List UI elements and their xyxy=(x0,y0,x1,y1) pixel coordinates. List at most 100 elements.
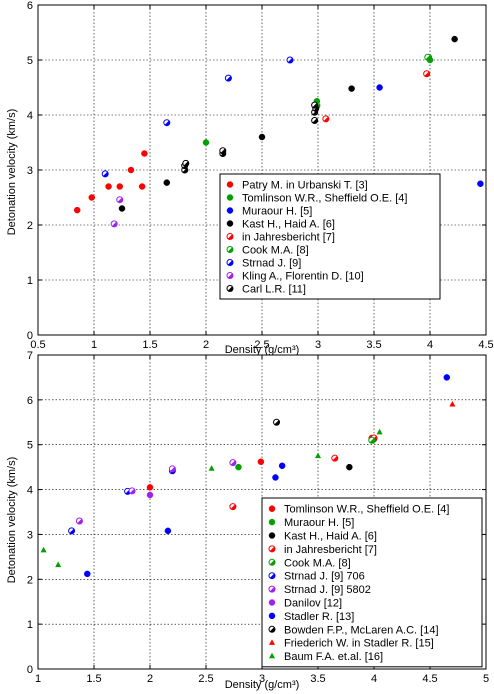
data-point xyxy=(116,196,124,204)
data-point xyxy=(105,183,112,190)
data-point xyxy=(449,400,456,407)
legend-label: Baum F.A. et.al. [16] xyxy=(284,651,383,663)
plot-frame xyxy=(37,4,487,336)
data-point xyxy=(368,436,376,444)
legend-marker xyxy=(226,233,234,240)
data-point xyxy=(443,374,451,381)
data-point xyxy=(128,487,136,495)
data-point xyxy=(208,465,215,471)
legend-label: Strnad J. [9] xyxy=(242,258,301,270)
data-point xyxy=(376,428,383,435)
data-point xyxy=(229,459,237,467)
legend-label: Carl L.R. [11] xyxy=(242,284,306,296)
chart-bottom-points xyxy=(40,374,456,578)
legend-marker xyxy=(226,272,234,279)
legend-marker xyxy=(226,246,234,253)
legend-label: Strnad J. [9] 706 xyxy=(284,571,365,583)
legend-marker xyxy=(226,220,234,227)
legend-label: Danilov [12] xyxy=(284,598,342,610)
data-point xyxy=(164,527,172,535)
data-point xyxy=(423,70,431,78)
legend-marker xyxy=(226,181,234,188)
y-tick-label: 2 xyxy=(27,220,33,232)
data-point xyxy=(146,484,154,491)
x-tick-label: 4.5 xyxy=(422,673,437,685)
legend-marker xyxy=(226,259,234,266)
data-point xyxy=(346,463,353,471)
data-point xyxy=(219,147,227,155)
y-tick-label: 6 xyxy=(27,0,33,12)
data-point xyxy=(311,117,319,124)
legend-marker xyxy=(268,585,276,593)
legend-label: Patry M. in Urbanski T. [3] xyxy=(242,180,368,192)
legend-marker xyxy=(226,285,234,292)
legend-marker xyxy=(268,505,276,512)
x-tick-label: 1.5 xyxy=(142,339,157,351)
chart-top-legend: Patry M. in Urbanski T. [3]Tomlinson W.R… xyxy=(219,173,441,300)
legend-marker xyxy=(268,599,276,606)
chart-bottom-xlabel: Density (g/cm³) xyxy=(225,679,300,691)
legend-box xyxy=(219,173,441,300)
chart-bottom-legend: Tomlinson W.R., Sheffield O.E. [4]Muraou… xyxy=(261,497,483,668)
x-tick-label: 3.5 xyxy=(366,339,381,351)
data-point xyxy=(40,546,47,553)
data-point xyxy=(68,527,76,535)
data-point xyxy=(286,56,294,64)
legend-label: Muraour H. [5] xyxy=(242,206,312,218)
x-tick-label: 1 xyxy=(35,673,41,685)
data-point xyxy=(101,170,109,178)
data-point xyxy=(477,180,484,187)
chart-bottom: Detonation velocity (km/s) Density (g/cm… xyxy=(6,350,489,691)
legend-marker xyxy=(268,572,276,580)
data-point xyxy=(348,85,355,92)
legend-marker xyxy=(269,652,275,659)
legend-marker xyxy=(268,558,276,566)
x-tick-label: 2.5 xyxy=(254,339,269,351)
data-point xyxy=(224,74,232,82)
legend-label: Stadler R. [13] xyxy=(284,611,354,623)
data-point xyxy=(163,119,171,127)
data-point xyxy=(84,570,91,578)
legend-label: in Jahresbericht [7] xyxy=(284,544,377,556)
data-point xyxy=(88,194,96,201)
data-point xyxy=(331,454,339,462)
data-point xyxy=(168,465,176,473)
data-point xyxy=(55,561,62,568)
data-point xyxy=(141,150,148,157)
x-tick-label: 1.5 xyxy=(86,673,101,685)
legend-marker xyxy=(269,639,275,645)
chart-top: Detonation velocity (km/s) Density (g/cm… xyxy=(6,0,494,356)
legend-label: Kast H., Haid A. [6] xyxy=(284,531,377,543)
data-point xyxy=(127,166,135,174)
legend-marker xyxy=(268,545,276,553)
chart-top-ticks: 0.5 1 1.5 2 2.5 3 3.5 4 4.5 0 1 2 3 4 5 6 xyxy=(27,0,494,351)
chart-top-points xyxy=(73,35,484,228)
chart-bottom-ylabel: Detonation velocity (km/s) xyxy=(6,457,18,584)
y-tick-label: 1 xyxy=(27,275,33,287)
x-tick-label: 2 xyxy=(203,339,209,351)
data-point xyxy=(451,35,458,43)
data-point xyxy=(235,463,242,471)
data-point xyxy=(163,179,171,186)
data-point xyxy=(116,183,124,190)
y-tick-label: 0 xyxy=(27,330,33,342)
x-tick-label: 3.5 xyxy=(310,673,325,685)
x-tick-label: 4 xyxy=(371,673,377,685)
x-tick-label: 3 xyxy=(259,673,265,685)
y-tick-label: 3 xyxy=(27,529,33,541)
legend-label: Tomlinson W.R., Sheffield O.E. [4] xyxy=(284,504,449,516)
data-point xyxy=(311,101,319,109)
data-point xyxy=(202,139,210,146)
data-point xyxy=(182,159,190,167)
x-tick-label: 4 xyxy=(427,339,433,351)
data-point xyxy=(315,452,321,459)
data-point xyxy=(118,205,126,212)
legend-label: Kast H., Haid A. [6] xyxy=(242,219,335,231)
data-point xyxy=(272,474,279,481)
legend-label: Strnad J. [9] 5802 xyxy=(284,584,371,596)
x-tick-label: 3 xyxy=(315,339,321,351)
data-point xyxy=(110,220,118,228)
data-point xyxy=(322,115,330,123)
